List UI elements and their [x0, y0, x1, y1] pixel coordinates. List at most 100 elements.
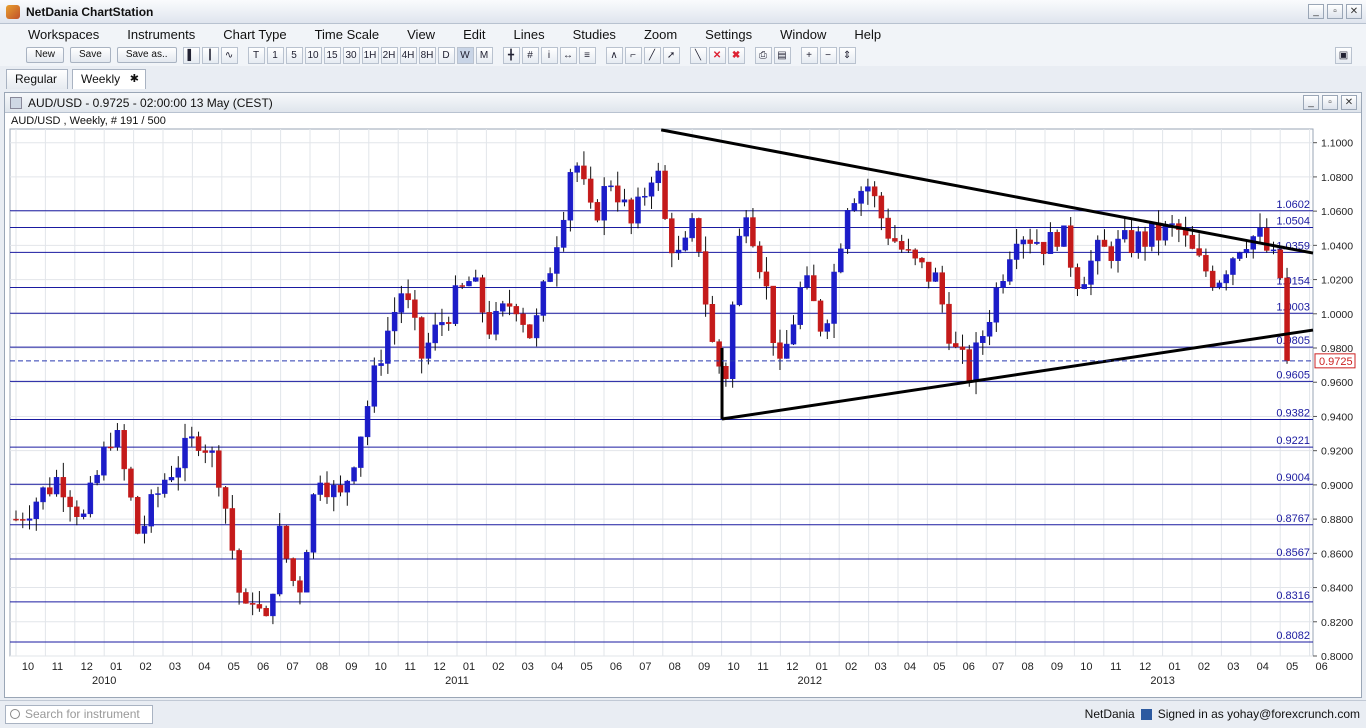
minimize-button[interactable]: _	[1308, 4, 1324, 19]
timeframe-4h-button[interactable]: 4H	[399, 46, 417, 64]
x-tick-label: 02	[492, 661, 504, 673]
new-button[interactable]: New	[26, 47, 65, 63]
candle-down	[669, 218, 675, 254]
candlestick-icon[interactable]: ┃	[201, 46, 219, 64]
candle-up	[655, 170, 662, 184]
menu-help[interactable]: Help	[854, 26, 882, 42]
menu-window[interactable]: Window	[780, 26, 827, 42]
tab-regular[interactable]: Regular	[6, 69, 68, 89]
timeframe-8h-button[interactable]: 8H	[418, 46, 436, 64]
zoom-out-icon[interactable]: −	[819, 46, 837, 64]
candle-down	[581, 165, 587, 180]
menu-edit[interactable]: Edit	[463, 26, 486, 42]
menu-instruments[interactable]: Instruments	[127, 26, 196, 42]
delete-icon[interactable]: ✕	[708, 46, 726, 64]
tab-close-icon[interactable]: ✱	[129, 73, 139, 85]
timeframe-t-button[interactable]: T	[247, 46, 265, 64]
timeframe-w-button[interactable]: W	[456, 46, 474, 64]
menu-chart-type[interactable]: Chart Type	[223, 26, 287, 42]
timeframe-1h-button[interactable]: 1H	[361, 46, 379, 64]
level-label: 1.0359	[1276, 240, 1310, 252]
draw-line-icon[interactable]: ╲	[689, 46, 707, 64]
candle-down	[263, 608, 269, 617]
timeframe-m-button[interactable]: M	[475, 46, 493, 64]
level-label: 0.9004	[1276, 472, 1310, 484]
timeframe-15-button[interactable]: 15	[323, 46, 341, 64]
chart-minimize-button[interactable]: _	[1303, 95, 1319, 110]
candle-down	[1209, 270, 1216, 288]
maximize-button[interactable]: ▫	[1327, 4, 1343, 19]
delete-all-icon[interactable]: ✖	[727, 46, 745, 64]
timeframe-1-button[interactable]: 1	[266, 46, 284, 64]
print-preview-icon[interactable]: ▤	[773, 46, 791, 64]
x-tick-label: 07	[639, 661, 651, 673]
menu-settings[interactable]: Settings	[705, 26, 753, 42]
candle-up	[642, 195, 648, 198]
print-icon[interactable]: ⎙	[754, 46, 772, 64]
candle-down	[919, 257, 925, 263]
timeframe-d-button[interactable]: D	[437, 46, 455, 64]
zoom-fit-icon[interactable]: ⇕	[838, 46, 856, 64]
candle-down	[486, 312, 493, 335]
pointer-tool-icon[interactable]: ➚	[662, 46, 680, 64]
x-tick-label: 05	[933, 661, 945, 673]
info-icon[interactable]: i	[540, 46, 558, 64]
candle-up	[804, 275, 810, 288]
menu-lines[interactable]: Lines	[513, 26, 545, 42]
menu-workspaces[interactable]: Workspaces	[28, 26, 100, 42]
candle-down	[459, 285, 465, 287]
line-chart-icon[interactable]: ∿	[220, 46, 238, 64]
title-bar: NetDania ChartStation _ ▫ ✕	[0, 0, 1366, 24]
panel-toggle-icon[interactable]: ▣	[1335, 46, 1352, 64]
chart-window: AUD/USD - 0.9725 - 02:00:00 13 May (CEST…	[4, 92, 1362, 698]
cycle-tool-icon[interactable]: ╱	[643, 46, 661, 64]
x-tick-label: 10	[22, 661, 34, 673]
tab-weekly[interactable]: Weekly ✱	[72, 69, 146, 89]
level-label: 0.9605	[1276, 369, 1310, 381]
year-label: 2010	[92, 675, 116, 687]
candle-up	[608, 185, 614, 188]
menu-studies[interactable]: Studies	[572, 26, 616, 42]
candle-up	[432, 324, 438, 344]
brand-label: NetDania	[1084, 707, 1135, 721]
timeframe-10-button[interactable]: 10	[304, 46, 322, 64]
x-tick-label: 09	[698, 661, 710, 673]
instrument-search-input[interactable]: Search for instrument	[5, 705, 153, 724]
crosshair-icon[interactable]: ╋	[502, 46, 520, 64]
menu-view[interactable]: View	[407, 26, 436, 42]
zoom-in-icon[interactable]: +	[800, 46, 818, 64]
candle-down	[283, 525, 290, 559]
candle-down	[750, 217, 756, 247]
x-tick-label: 02	[845, 661, 857, 673]
candle-down	[1040, 241, 1047, 254]
grid-icon[interactable]: #	[521, 46, 539, 64]
save-button[interactable]: Save	[70, 47, 111, 63]
scroll-icon[interactable]: ↔	[559, 46, 577, 64]
chart-close-button[interactable]: ✕	[1341, 95, 1357, 110]
volume-icon[interactable]: ≡	[578, 46, 596, 64]
y-tick-label: 0.8400	[1321, 583, 1353, 595]
timeframe-30-button[interactable]: 30	[342, 46, 360, 64]
menu-time-scale[interactable]: Time Scale	[314, 26, 380, 42]
candle-up	[141, 525, 148, 534]
candle-up	[466, 281, 472, 287]
x-tick-label: 06	[257, 661, 269, 673]
candlestick-chart[interactable]: 10 11 12 01 02 03 04 05 06 07 08 09 10 11 12 01 02 03 04 05…	[5, 93, 1361, 697]
menu-zoom[interactable]: Zoom	[643, 26, 678, 42]
save-as-button[interactable]: Save as..	[116, 47, 177, 63]
x-tick-label: 01	[110, 661, 122, 673]
candle-down	[1196, 248, 1202, 256]
status-bar: Search for instrument NetDania Signed in…	[0, 700, 1366, 728]
x-tick-label: 03	[1227, 661, 1239, 673]
fib-tool-icon[interactable]: ⌐	[624, 46, 642, 64]
candle-up	[148, 494, 154, 527]
chart-maximize-button[interactable]: ▫	[1322, 95, 1338, 110]
level-label: 0.8567	[1276, 547, 1310, 559]
bar-chart-icon[interactable]: ▌	[182, 46, 200, 64]
timeframe-2h-button[interactable]: 2H	[380, 46, 398, 64]
trend-tool-icon[interactable]: ∧	[605, 46, 623, 64]
y-tick-label: 0.8000	[1321, 651, 1353, 663]
candle-down	[966, 349, 973, 382]
close-button[interactable]: ✕	[1346, 4, 1362, 19]
timeframe-5-button[interactable]: 5	[285, 46, 303, 64]
